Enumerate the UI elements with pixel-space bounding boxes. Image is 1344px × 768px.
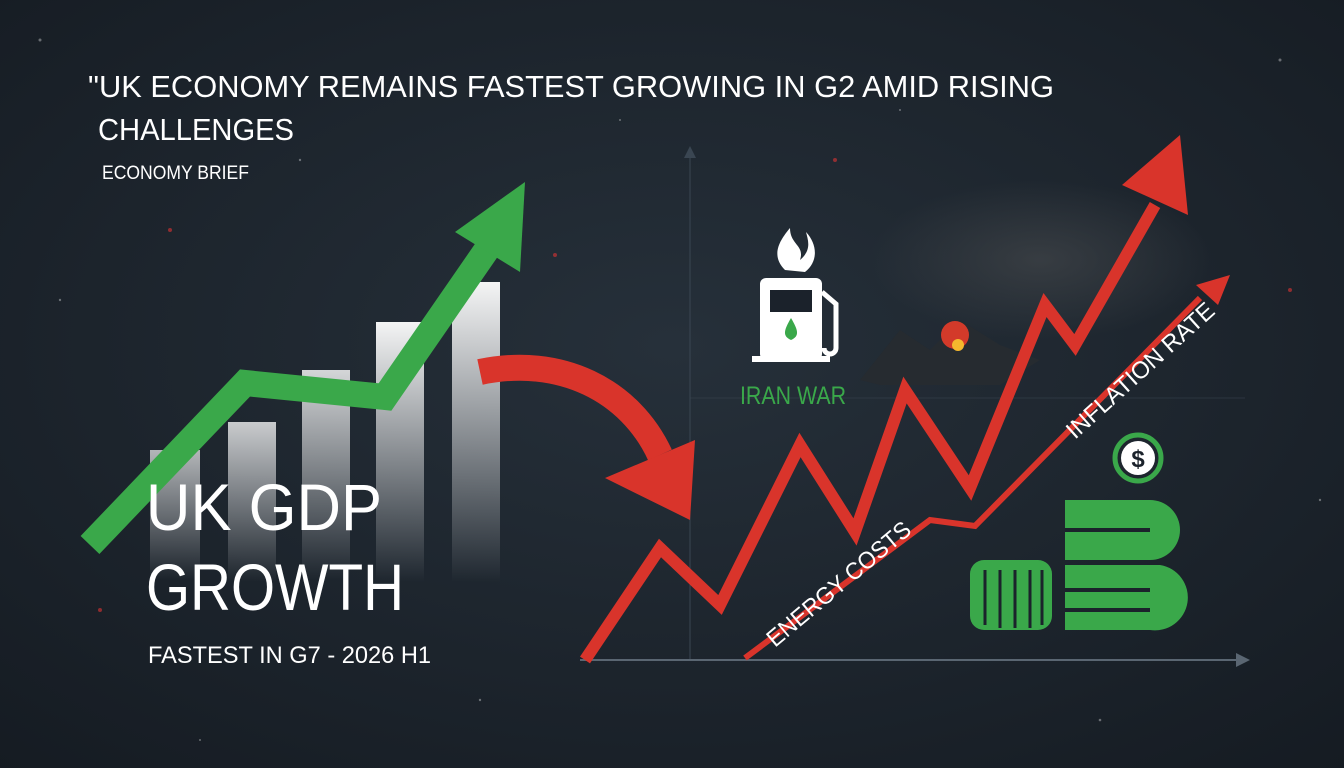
- ruins: [860, 320, 1040, 385]
- curved-red-arrow: [477, 354, 695, 520]
- iran-label: IRAN WAR: [740, 382, 846, 410]
- title-line: "UK ECONOMY REMAINS FASTEST GROWING IN G…: [88, 69, 1054, 104]
- coin-symbol: $: [1131, 446, 1145, 473]
- smoke: [870, 180, 1210, 340]
- headline-line: GROWTH: [146, 550, 404, 624]
- inflation-line: [743, 275, 1230, 661]
- green-arrow: [80, 182, 525, 554]
- title-line: CHALLENGES: [98, 112, 294, 147]
- kicker: ECONOMY BRIEF: [102, 163, 249, 184]
- stars: [38, 38, 1322, 741]
- red-sparks: [98, 158, 1292, 612]
- explosion-core: [952, 339, 964, 351]
- headline-line: UK GDP: [146, 470, 382, 544]
- fuel-pump-icon: [752, 228, 839, 362]
- red-zigzag: [580, 135, 1188, 664]
- coins: [970, 432, 1188, 631]
- headline-subtitle: FASTEST IN G7 - 2026 H1: [148, 642, 431, 669]
